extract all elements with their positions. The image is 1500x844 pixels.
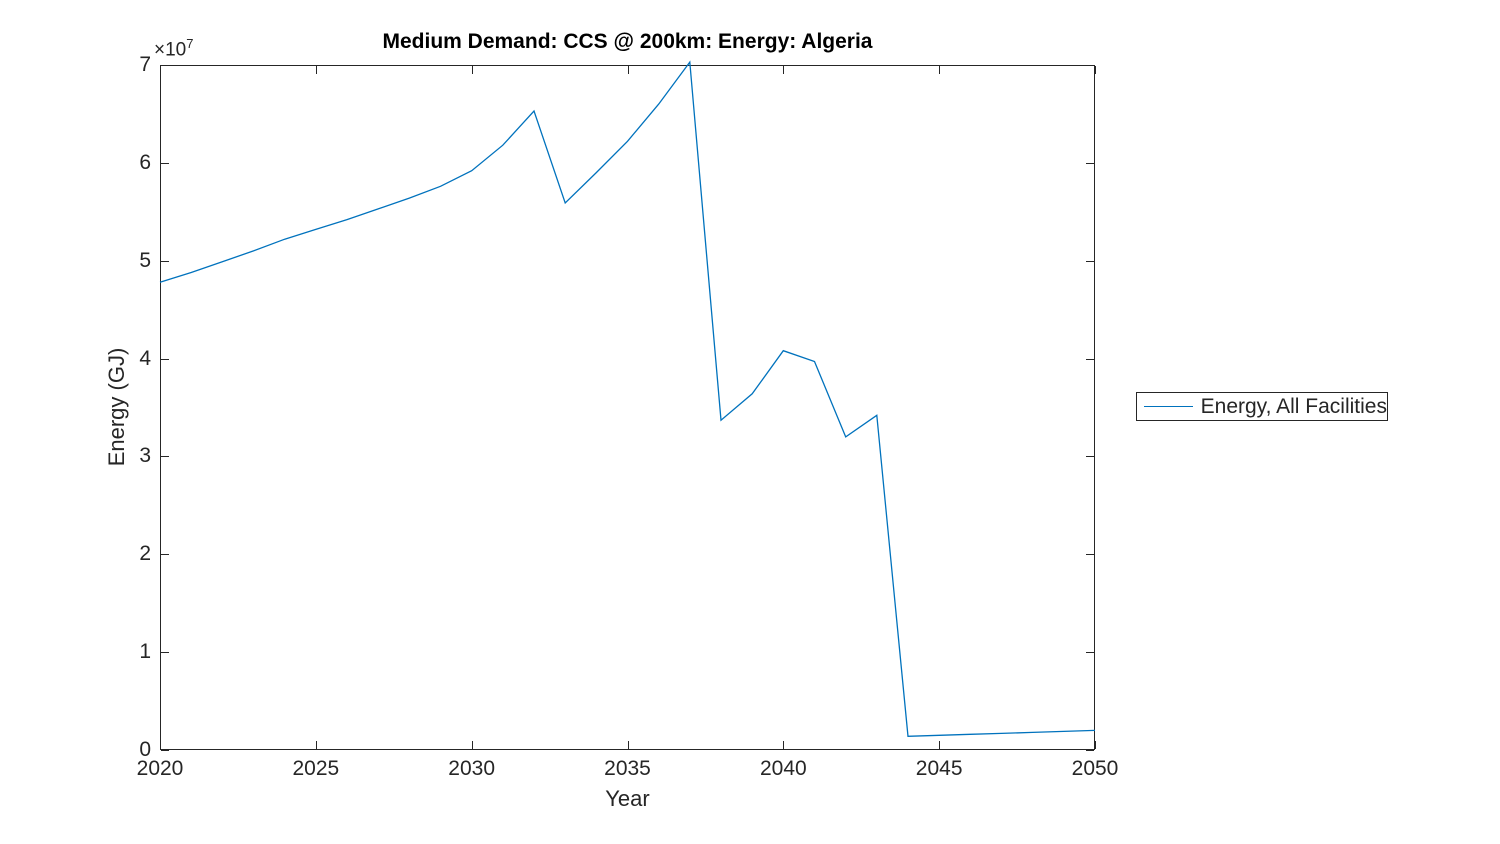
y-tick-label: 3	[139, 444, 151, 468]
legend-box: Energy, All Facilities	[1136, 392, 1388, 421]
legend-line-sample	[1144, 406, 1193, 407]
x-tick-label: 2050	[1071, 757, 1119, 780]
y-tick-label: 2	[139, 542, 151, 566]
series-line	[159, 60, 1096, 737]
legend-item-label: Energy, All Facilities	[1200, 394, 1387, 418]
x-tick-label: 2025	[292, 757, 340, 780]
x-tick-label: 2040	[759, 757, 807, 780]
x-axis-label: Year	[605, 786, 650, 811]
x-tick-label: 2020	[136, 757, 184, 780]
y-tick-label: 5	[139, 248, 151, 272]
axes-box	[160, 65, 1095, 750]
x-tick-label: 2045	[915, 757, 963, 780]
chart-title: Medium Demand: CCS @ 200km: Energy: Alge…	[382, 30, 873, 53]
y-tick-label: 1	[139, 640, 151, 664]
exponent-base: ×10	[154, 39, 187, 61]
plot-area	[159, 60, 1096, 751]
y-tick-label: 0	[139, 738, 151, 761]
y-tick-label: 4	[139, 346, 151, 370]
y-axis-exponent-label: ×107	[154, 36, 193, 61]
y-tick-label: 7	[139, 53, 151, 76]
exponent-power: 7	[186, 36, 194, 51]
y-tick-label: 6	[139, 150, 151, 174]
x-tick-label: 2035	[604, 757, 651, 780]
x-tick-label: 2030	[448, 757, 496, 780]
